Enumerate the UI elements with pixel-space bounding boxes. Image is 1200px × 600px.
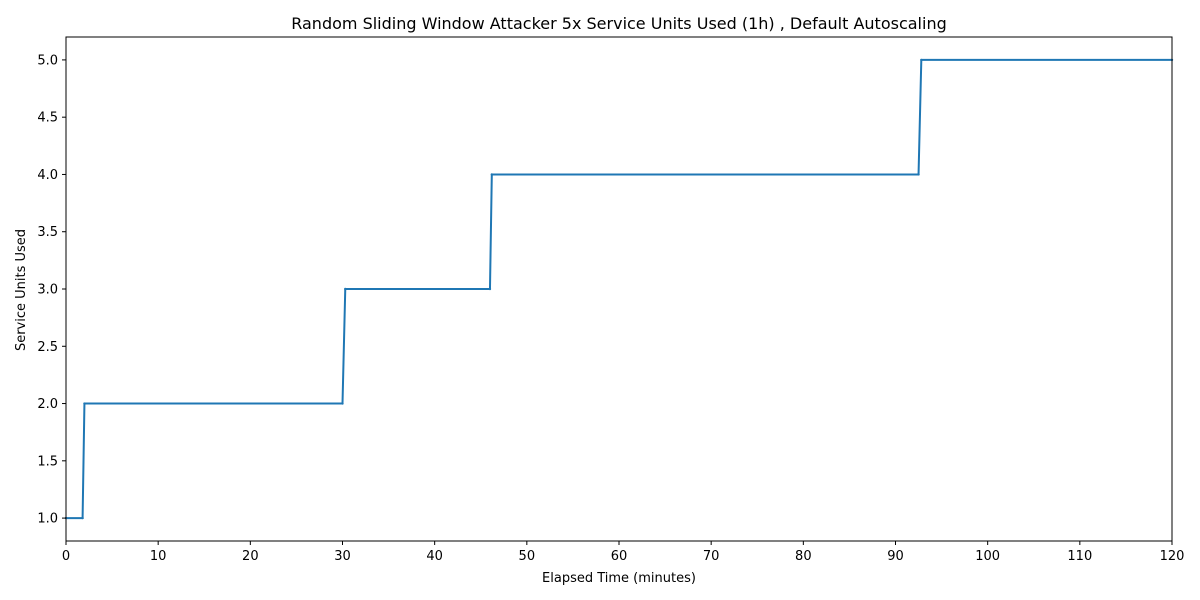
x-tick-label: 60: [611, 549, 628, 564]
x-tick-label: 90: [887, 549, 904, 564]
x-tick-label: 70: [703, 549, 720, 564]
y-tick-label: 3.0: [37, 283, 58, 298]
x-tick-label: 80: [795, 549, 812, 564]
data-point: [344, 287, 347, 291]
x-axis: 0 10 20 30 40 50 60 70 80 90 100 110 120: [62, 541, 1185, 564]
y-tick-label: 2.0: [37, 397, 58, 412]
data-point: [490, 173, 494, 176]
data-point: [83, 402, 86, 405]
x-tick-label: 110: [1067, 549, 1092, 564]
plot-area: [64, 36, 1174, 542]
x-tick-label: 0: [62, 549, 70, 564]
y-tick-label: 3.5: [37, 225, 58, 240]
x-tick-label: 10: [150, 549, 167, 564]
plot-frame: [65, 36, 1173, 542]
y-tick-label: 1.0: [37, 512, 58, 527]
y-tick-label: 4.5: [37, 111, 58, 126]
data-point: [341, 402, 344, 405]
x-tick-label: 40: [426, 549, 443, 564]
y-axis-label: Service Units Used: [14, 229, 29, 351]
x-tick-label: 120: [1160, 549, 1185, 564]
data-point: [917, 173, 920, 176]
y-axis: 1.0 1.5 2.0 2.5 3.0 3.5 4.0 4.5 5.0: [37, 53, 66, 527]
y-tick-label: 1.5: [37, 454, 58, 469]
y-tick-label: 5.0: [37, 53, 58, 68]
x-axis-label: Elapsed Time (minutes): [542, 571, 696, 586]
x-tick-label: 30: [334, 549, 351, 564]
y-tick-label: 4.0: [37, 168, 58, 183]
series-line-0: [66, 58, 1172, 520]
data-point: [920, 58, 923, 62]
data-point: [488, 287, 492, 291]
y-tick-label: 2.5: [37, 340, 58, 355]
x-tick-label: 20: [242, 549, 259, 564]
x-tick-label: 50: [519, 549, 536, 564]
data-point: [81, 516, 84, 520]
x-tick-label: 100: [975, 549, 1000, 564]
chart-title: Random Sliding Window Attacker 5x Servic…: [291, 14, 947, 33]
